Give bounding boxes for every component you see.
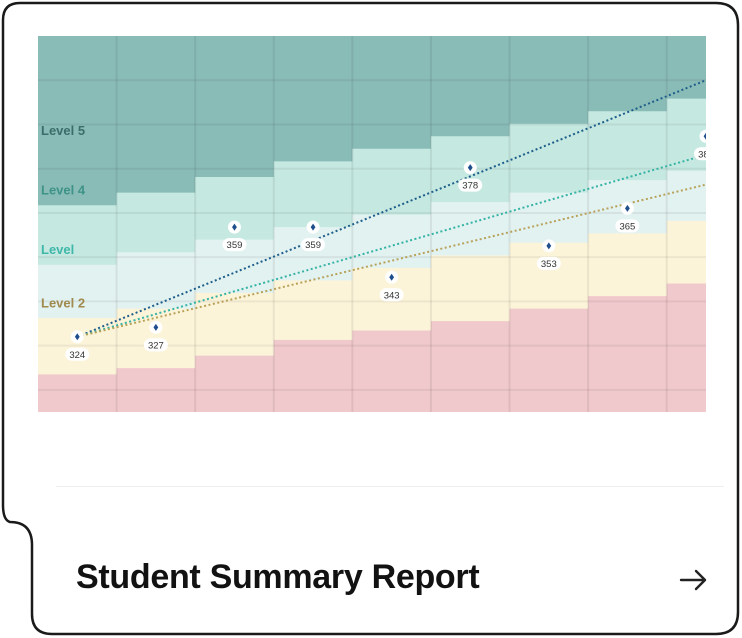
data-label-bg [615, 219, 640, 233]
data-label: 324 [69, 350, 85, 361]
band-level1 [38, 283, 706, 412]
data-point-halo [699, 129, 706, 143]
trend-line-1 [76, 79, 706, 338]
data-label-bg [301, 238, 326, 252]
data-label-bg [143, 338, 168, 352]
chart-level-labels: Level 5 Level 4 Level Level 2 [41, 123, 86, 310]
arrow-right-icon[interactable] [676, 562, 712, 598]
data-label-bg [379, 288, 404, 302]
data-label-bg [536, 256, 561, 270]
data-label: 388 [698, 149, 706, 160]
data-point [625, 204, 630, 212]
data-label: 359 [305, 240, 321, 251]
level-label: Level 4 [41, 183, 86, 198]
card-title[interactable]: Student Summary Report [76, 558, 480, 596]
data-label-bg [65, 347, 90, 361]
chart-trend-lines [76, 79, 706, 338]
data-label: 343 [384, 290, 400, 301]
trend-line-2 [77, 153, 706, 338]
chart-points: 324 327 359 359 343 378 353 365 388 [65, 129, 706, 361]
chart-bands [38, 36, 706, 412]
data-label-bg [458, 178, 483, 192]
chart-grid [38, 36, 706, 412]
data-label: 327 [148, 340, 164, 351]
chart: 324327359359343378353365388 Level 5Level… [38, 36, 706, 412]
data-label-bg [694, 147, 706, 161]
level-label: Level 5 [41, 123, 85, 138]
data-label: 378 [462, 181, 478, 192]
divider [56, 486, 724, 487]
data-point [703, 132, 706, 140]
data-label: 359 [227, 240, 243, 251]
data-label: 353 [541, 259, 557, 270]
data-point [310, 223, 316, 231]
data-point [153, 323, 159, 331]
trend-line-3 [77, 183, 706, 338]
level-label: Level 2 [41, 295, 85, 310]
level-label: Level [41, 242, 74, 257]
data-point [467, 164, 473, 172]
data-point [546, 242, 552, 250]
data-point [232, 223, 237, 231]
data-point [389, 273, 395, 281]
data-label: 365 [619, 221, 635, 232]
data-label-bg [222, 238, 247, 252]
